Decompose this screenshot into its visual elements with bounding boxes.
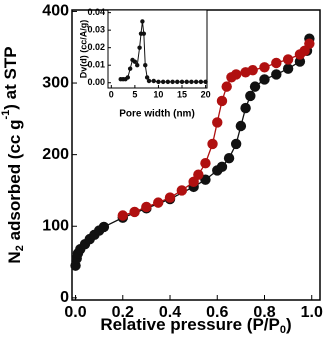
data-point — [282, 54, 294, 65]
data-point — [176, 185, 188, 196]
y-axis-label-part: 2 — [14, 245, 26, 251]
data-point — [125, 75, 130, 80]
data-point — [127, 66, 133, 71]
y-tick-label: 0.03 — [87, 25, 105, 35]
y-tick-label: 0.02 — [87, 42, 105, 52]
y-axis-label: N2 adsorbed (cc g-1) at STP — [0, 46, 26, 263]
y-tick-label: 300 — [42, 74, 69, 91]
data-point — [259, 62, 270, 73]
data-point — [160, 79, 166, 85]
data-point — [271, 57, 282, 69]
y-tick-label: 0.04 — [87, 7, 105, 17]
data-point — [153, 197, 164, 208]
data-point — [189, 79, 194, 85]
data-point — [143, 63, 148, 68]
data-point — [216, 95, 228, 107]
y-axis-label-part: -1 — [0, 110, 12, 120]
data-point — [249, 81, 261, 92]
data-point — [294, 56, 306, 67]
x-tick-label: 10 — [153, 90, 163, 100]
plot-frame — [107, 9, 208, 89]
x-tick-label: 0.8 — [253, 304, 275, 321]
data-point — [235, 120, 247, 132]
x-tick-label: 5 — [132, 90, 137, 100]
data-point — [179, 79, 185, 85]
data-point — [117, 210, 128, 221]
data-point — [129, 206, 140, 218]
y-tick-label: 0.01 — [87, 60, 105, 70]
data-point — [146, 78, 152, 84]
x-axis-label-part: ) — [286, 315, 292, 334]
data-point — [164, 192, 176, 203]
data-point — [212, 117, 223, 128]
data-point — [156, 79, 161, 85]
data-point — [151, 78, 156, 84]
data-point — [184, 79, 189, 85]
data-point — [200, 158, 211, 169]
inset-x-axis-label: Pore width (nm) — [119, 109, 195, 120]
data-point — [140, 19, 145, 24]
data-point — [259, 74, 270, 85]
data-point — [188, 176, 199, 188]
y-axis-label-part: adsorbed (cc g — [5, 120, 24, 246]
data-point — [144, 75, 150, 80]
data-point — [141, 31, 147, 36]
x-tick-label: 1.0 — [301, 304, 323, 321]
y-tick-label: 200 — [42, 146, 69, 163]
data-point — [137, 45, 142, 50]
y-axis-label-part: ) at STP — [1, 46, 20, 109]
x-tick-label: 0.4 — [159, 304, 181, 321]
x-tick-label: 0.6 — [206, 304, 228, 321]
inset-y-axis-label: Dv(d) (cc/A/g) — [78, 20, 88, 79]
y-tick-label: 0.00 — [87, 77, 105, 87]
x-axis-label-part: Relative pressure (P/P — [100, 315, 280, 334]
data-point — [294, 49, 306, 60]
data-point — [175, 79, 180, 85]
data-point — [226, 72, 237, 83]
data-point — [203, 79, 208, 85]
data-point — [198, 79, 204, 85]
data-point — [230, 138, 242, 150]
data-point — [141, 201, 152, 213]
data-point — [221, 81, 232, 92]
x-axis-label-part: 0 — [280, 324, 286, 336]
data-point — [271, 69, 282, 80]
y-tick-label: 400 — [42, 3, 69, 20]
x-tick-label: 15 — [177, 90, 187, 100]
data-point — [240, 102, 251, 114]
x-tick-label: 0 — [109, 90, 114, 100]
data-point — [207, 138, 218, 150]
y-tick-label: 100 — [42, 217, 69, 234]
data-point — [240, 67, 251, 78]
data-point — [135, 63, 140, 68]
y-tick-label: 0 — [60, 289, 69, 306]
data-point — [98, 221, 110, 233]
data-point — [170, 79, 175, 85]
x-tick-label: 0.0 — [64, 304, 86, 321]
data-point — [245, 90, 256, 102]
data-point — [132, 59, 138, 64]
x-tick-label: 0.2 — [112, 304, 134, 321]
y-axis-label-part: N — [5, 251, 24, 263]
data-point — [216, 161, 228, 173]
data-point — [193, 79, 199, 85]
data-point — [223, 153, 235, 164]
x-axis-label: Relative pressure (P/P0) — [100, 315, 291, 335]
data-point — [282, 63, 294, 74]
x-tick-label: 20 — [201, 90, 211, 100]
data-point — [165, 79, 171, 85]
